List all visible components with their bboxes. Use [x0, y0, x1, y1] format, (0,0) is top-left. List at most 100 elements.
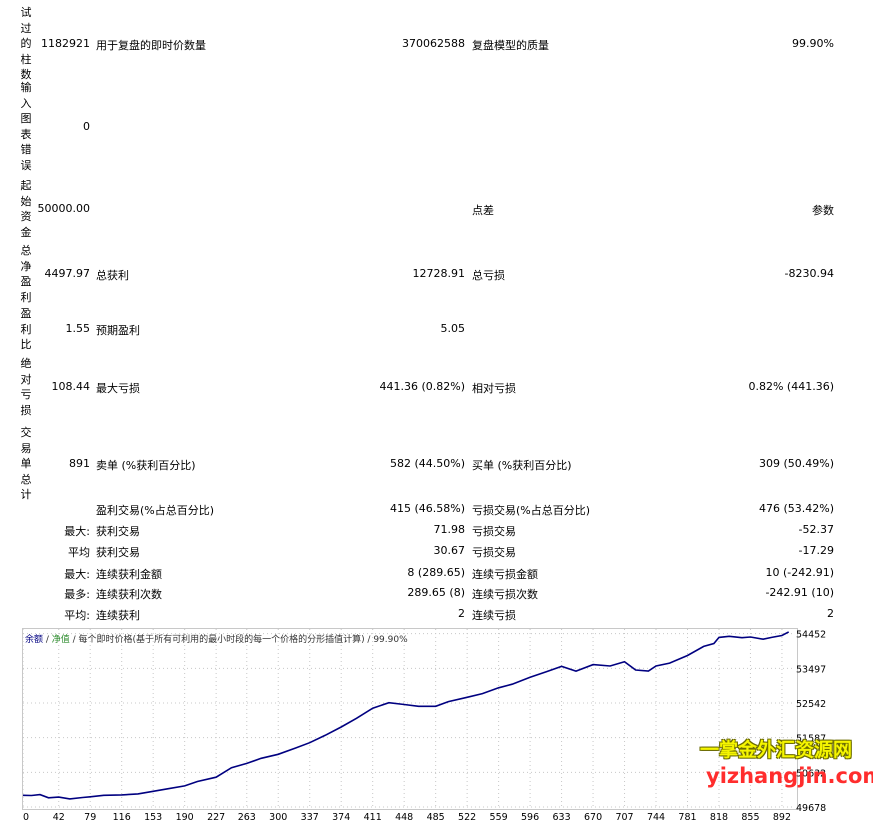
- field-label: 亏损交易: [472, 525, 516, 538]
- field-value: -8230.94: [784, 267, 834, 280]
- field-label: 连续获利: [96, 609, 140, 622]
- row-value: 1182921: [41, 36, 90, 50]
- x-tick-label: 263: [238, 812, 256, 823]
- row-value: 891: [69, 456, 90, 470]
- field-label: 亏损交易: [472, 546, 516, 559]
- field-value: -17.29: [798, 544, 834, 557]
- balance-series-line: [23, 631, 790, 800]
- row-value: 108.44: [51, 380, 91, 393]
- field-label: 相对亏损: [472, 382, 516, 395]
- row-value: 1.55: [65, 322, 91, 336]
- x-tick-label: 300: [269, 812, 287, 823]
- field-label: 买单 (%获利百分比): [472, 458, 572, 472]
- x-tick-label: 485: [427, 812, 445, 823]
- row-prefix: 最多:: [64, 588, 90, 601]
- x-tick-label: 818: [710, 812, 728, 823]
- field-label: 卖单 (%获利百分比): [96, 458, 196, 472]
- field-value: 582 (44.50%): [389, 456, 465, 470]
- y-tick-label: 49678: [796, 803, 826, 814]
- field-label: 连续亏损次数: [472, 588, 538, 601]
- x-tick-label: 522: [458, 812, 476, 823]
- field-label: 点差: [472, 204, 494, 217]
- field-value: -52.37: [798, 523, 834, 536]
- x-tick-label: 707: [615, 812, 633, 823]
- row-prefix: 平均: [68, 546, 90, 559]
- x-tick-label: 744: [647, 812, 665, 823]
- field-label: 获利交易: [96, 546, 140, 559]
- watermark-url: yizhangjin.com: [706, 764, 873, 788]
- field-value: 289.65 (8): [407, 586, 465, 599]
- x-tick-label: 374: [332, 812, 350, 823]
- x-tick-label: 411: [364, 812, 382, 823]
- x-tick-label: 781: [678, 812, 696, 823]
- row-label: 盈利比: [20, 307, 32, 351]
- x-tick-label: 116: [113, 812, 131, 823]
- field-value: 参数: [812, 204, 834, 217]
- row-prefix: 最大:: [64, 568, 90, 581]
- field-value: 476 (53.42%): [758, 502, 834, 515]
- row-prefix: 平均:: [64, 609, 90, 622]
- field-value: 415 (46.58%): [389, 502, 465, 515]
- field-value: 370062588: [402, 36, 465, 50]
- legend-balance: 余额: [25, 635, 44, 645]
- field-label: 用于复盘的即时价数量: [96, 38, 206, 52]
- row-value: 0: [83, 119, 90, 133]
- y-tick-label: 54452: [796, 630, 826, 641]
- field-value: 10 (-242.91): [765, 566, 834, 579]
- field-label: 连续亏损金额: [472, 568, 538, 581]
- field-label: 连续获利次数: [96, 588, 162, 601]
- row-value: 50000.00: [37, 202, 91, 215]
- x-tick-label: 190: [176, 812, 194, 823]
- field-label: 总亏损: [472, 269, 505, 282]
- legend-rest: / 每个即时价格(基于所有可利用的最小时段的每一个价格的分形插值计算) / 99…: [69, 635, 408, 645]
- field-label: 连续获利金额: [96, 568, 162, 581]
- field-label: 复盘模型的质量: [472, 38, 549, 52]
- x-tick-label: 42: [53, 812, 65, 823]
- field-value: 0.82% (441.36): [748, 380, 834, 393]
- field-value: 5.05: [440, 322, 466, 336]
- balance-chart-svg: [23, 629, 793, 808]
- legend-sep: /: [43, 635, 52, 645]
- row-label: 输入图表错误: [20, 81, 32, 172]
- field-value: 309 (50.49%): [758, 456, 834, 470]
- chart-legend: 余额 / 净值 / 每个即时价格(基于所有可利用的最小时段的每一个价格的分形插值…: [25, 632, 408, 645]
- x-tick-label: 892: [773, 812, 791, 823]
- field-label: 获利交易: [96, 525, 140, 538]
- field-value: 441.36 (0.82%): [379, 380, 465, 393]
- field-label: 盈利交易(%占总百分比): [96, 504, 215, 517]
- row-value: 4497.97: [44, 267, 91, 280]
- x-tick-label: 79: [84, 812, 96, 823]
- legend-equity: 净值: [51, 635, 70, 645]
- field-value: 30.67: [433, 544, 466, 557]
- x-tick-label: 227: [207, 812, 225, 823]
- row-label: 交易单总计: [20, 426, 32, 501]
- x-tick-label: 596: [521, 812, 539, 823]
- field-value: 8 (289.65): [407, 566, 465, 579]
- balance-chart: [22, 628, 798, 810]
- field-value: 2: [458, 607, 465, 620]
- field-value: 99.90%: [792, 36, 834, 50]
- x-tick-label: 153: [144, 812, 162, 823]
- x-tick-label: 633: [553, 812, 571, 823]
- field-value: -242.91 (10): [765, 586, 834, 599]
- field-value: 12728.91: [412, 267, 466, 280]
- y-tick-label: 52542: [796, 699, 826, 710]
- x-tick-label: 855: [741, 812, 759, 823]
- row-label: 绝对亏损: [20, 357, 32, 417]
- field-label: 预期盈利: [96, 324, 140, 338]
- row-label: 起始资金: [20, 179, 32, 239]
- field-value: 71.98: [433, 523, 466, 536]
- y-tick-label: 53497: [796, 664, 826, 675]
- field-label: 连续亏损: [472, 609, 516, 622]
- row-label: 总净盈利: [20, 244, 32, 304]
- field-value: 2: [827, 607, 834, 620]
- x-tick-label: 0: [23, 812, 29, 823]
- row-prefix: 最大:: [64, 525, 90, 538]
- x-tick-label: 337: [301, 812, 319, 823]
- field-label: 总获利: [96, 269, 129, 282]
- x-tick-label: 448: [395, 812, 413, 823]
- field-label: 亏损交易(%占总百分比): [472, 504, 591, 517]
- x-tick-label: 670: [584, 812, 602, 823]
- watermark-title: 一掌金外汇资源网: [700, 739, 853, 761]
- field-label: 最大亏损: [96, 382, 140, 395]
